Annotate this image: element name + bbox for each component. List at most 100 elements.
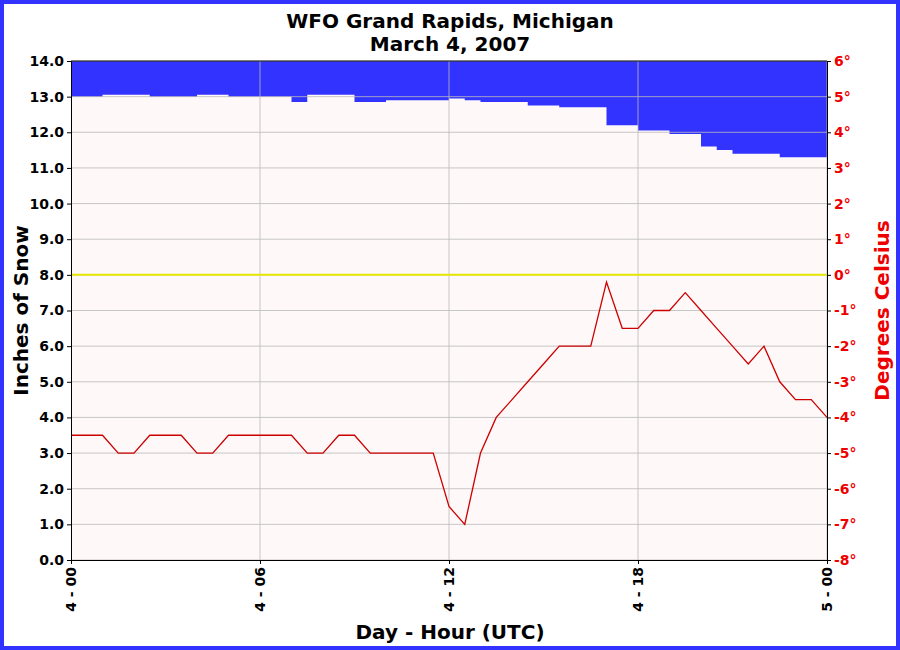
y-axis-tick-mark [67, 204, 71, 205]
x-axis-tick: 4 - 12 [441, 560, 457, 612]
x-axis-tick-label: 5 - 00 [819, 567, 835, 612]
y2-axis-tick: -6° [827, 481, 857, 497]
y-axis-tick-label: 4.0 [39, 409, 64, 425]
page-border [2, 2, 898, 648]
y2-axis-tick-label: -4° [834, 409, 857, 425]
x-axis-tick-label: 4 - 00 [63, 567, 79, 612]
grid-line-y [71, 274, 827, 275]
y2-axis-tick: 3° [827, 160, 851, 176]
y2-axis-tick: -2° [827, 338, 857, 354]
y-axis-line [67, 62, 72, 561]
y-axis-tick: 12.0 [29, 124, 71, 140]
y-axis-tick-mark [67, 311, 71, 312]
y2-axis-line [828, 62, 832, 561]
y-axis-tick: 8.0 [39, 267, 71, 283]
y2-axis-tick-mark [827, 311, 831, 312]
y2-axis-tick-label: -3° [834, 374, 857, 390]
y-axis-tick: 6.0 [39, 338, 71, 354]
y2-axis-tick-mark [827, 97, 831, 98]
y-axis-tick-mark [67, 453, 71, 454]
y-axis-tick-label: 8.0 [39, 267, 64, 283]
y-axis-tick: 14.0 [29, 53, 71, 69]
y2-axis-tick: 6° [827, 53, 851, 69]
y-axis-tick-mark [67, 97, 71, 98]
x-axis-tick-label: 4 - 06 [252, 567, 268, 612]
subtitle: March 4, 2007 [370, 32, 530, 56]
y2-axis-tick-label: 1° [834, 231, 851, 247]
y2-axis-tick-mark [827, 204, 831, 205]
y2-axis-tick: 2° [827, 196, 851, 212]
x-axis-tick-mark [449, 560, 450, 564]
x-axis-tick-mark [71, 560, 72, 564]
y2-axis-tick: -5° [827, 445, 857, 461]
grid-line-y [71, 61, 827, 62]
y-axis-tick-label: 9.0 [39, 231, 64, 247]
y2-axis-tick: 1° [827, 231, 851, 247]
plot-background [71, 61, 827, 560]
y-axis-tick-mark [67, 382, 71, 383]
y2-axis-title: Degrees Celsius [870, 220, 894, 400]
y2-axis-tick-label: 5° [834, 89, 851, 105]
y-axis-tick: 5.0 [39, 374, 71, 390]
x-axis-tick-mark [638, 560, 639, 564]
y2-axis-tick-mark [827, 61, 831, 62]
y-axis-tick-mark [67, 417, 71, 418]
x-axis-tick-mark [260, 560, 261, 564]
y2-axis-tick: 4° [827, 124, 851, 140]
y-axis-tick-label: 12.0 [29, 124, 64, 140]
y2-axis-tick: -3° [827, 374, 857, 390]
grid-line-x [827, 61, 828, 560]
y2-axis-tick-label: -7° [834, 516, 857, 532]
y2-axis-tick-label: -2° [834, 338, 857, 354]
y-axis-tick: 0.0 [39, 552, 71, 568]
x-axis: 4 - 00 4 - 06 4 - 12 4 - 18 5 - 00 [63, 560, 835, 612]
y2-axis-tick: -1° [827, 302, 857, 318]
temperature-line [71, 282, 827, 524]
y-axis-tick-mark [67, 489, 71, 490]
y2-axis-tick-mark [827, 168, 831, 169]
y-axis-title: Inches of Snow [9, 225, 33, 395]
y-axis: 0.01.02.03.04.05.06.07.08.09.010.011.012… [29, 53, 71, 568]
y-axis-tick-label: 2.0 [39, 481, 64, 497]
y-axis-tick: 11.0 [29, 160, 71, 176]
y2-axis-tick-mark [827, 489, 831, 490]
y-axis-tick: 7.0 [39, 302, 71, 318]
grid-line-x [638, 61, 639, 560]
y2-axis-tick: -4° [827, 409, 857, 425]
y-axis-tick-mark [67, 560, 71, 561]
grid [71, 61, 827, 560]
plot-frame-top [71, 61, 827, 62]
y2-axis-tick-label: 6° [834, 53, 851, 69]
y2-axis-tick: -7° [827, 516, 857, 532]
y2-axis-tick: 5° [827, 89, 851, 105]
x-axis-tick-mark [827, 560, 828, 564]
y-axis-tick: 1.0 [39, 516, 71, 532]
y2-axis-tick-mark [827, 275, 831, 276]
y-axis-tick-mark [67, 524, 71, 525]
y2-axis-tick-label: 2° [834, 196, 851, 212]
y2-axis-tick-label: -8° [834, 552, 857, 568]
y2-axis-tick-label: 3° [834, 160, 851, 176]
y2-axis-tick-mark [827, 417, 831, 418]
y2-axis-tick-mark [827, 132, 831, 133]
x-axis-tick-label: 4 - 12 [441, 567, 457, 612]
x-axis-line [72, 561, 828, 565]
y2-axis-tick-mark [827, 524, 831, 525]
x-axis-tick-label: 4 - 18 [630, 567, 646, 612]
y-axis-tick: 2.0 [39, 481, 71, 497]
y-axis-tick-mark [67, 346, 71, 347]
y-axis-tick-mark [67, 168, 71, 169]
y-axis-tick: 13.0 [29, 89, 71, 105]
y2-axis-tick-label: -6° [834, 481, 857, 497]
y-axis-tick-label: 5.0 [39, 374, 64, 390]
y2-axis-tick-mark [827, 382, 831, 383]
y2-axis-tick-label: 4° [834, 124, 851, 140]
y-axis-tick-label: 0.0 [39, 552, 64, 568]
y-axis-tick-label: 11.0 [29, 160, 64, 176]
y2-axis: -8°-7°-6°-5°-4°-3°-2°-1°0°1°2°3°4°5°6° [827, 53, 857, 568]
y-axis-tick-label: 10.0 [29, 196, 64, 212]
y-axis-tick-label: 7.0 [39, 302, 64, 318]
grid-line-x [260, 61, 261, 560]
y-axis-tick-mark [67, 275, 71, 276]
y-axis-tick-label: 6.0 [39, 338, 64, 354]
